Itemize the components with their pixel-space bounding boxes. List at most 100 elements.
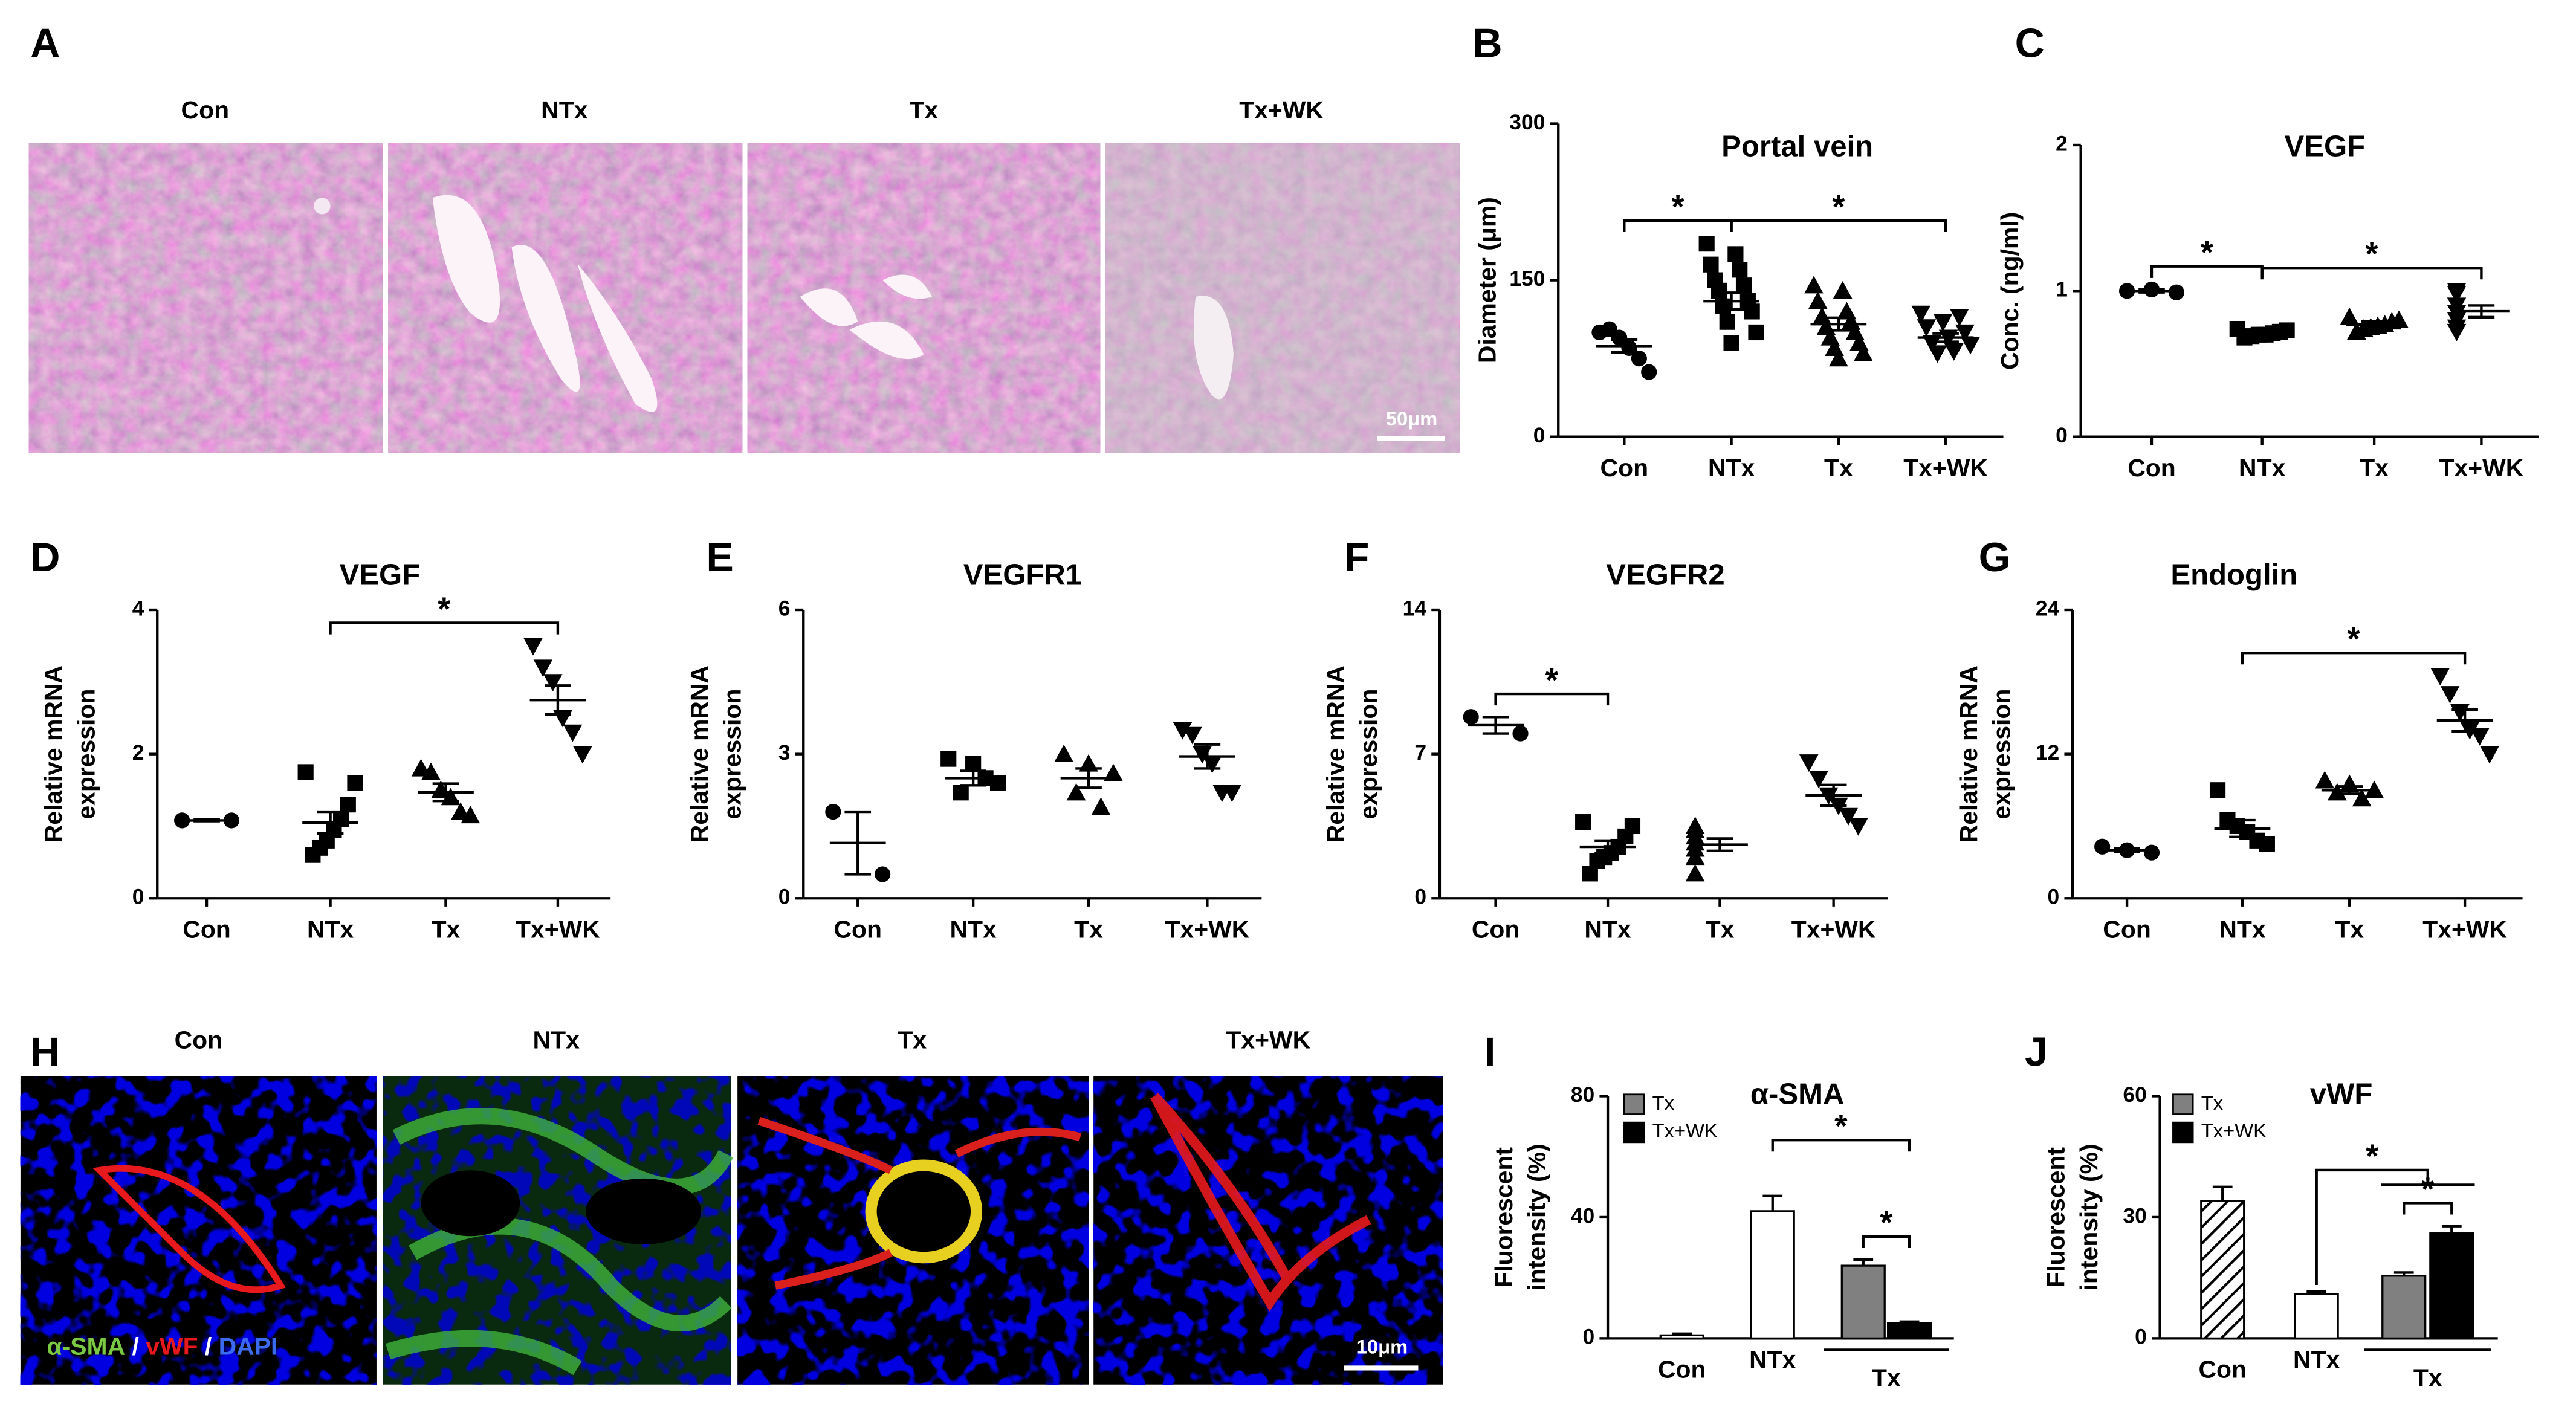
panel-letter: A bbox=[30, 20, 60, 66]
error-bar bbox=[960, 769, 986, 787]
y-axis-label: Fluorescent bbox=[2042, 1147, 2070, 1287]
data-point bbox=[573, 746, 592, 764]
error-bar bbox=[2114, 847, 2140, 853]
data-point bbox=[1829, 349, 1848, 367]
error-bar bbox=[1762, 1194, 1783, 1211]
data-point bbox=[1685, 847, 1705, 866]
data-point bbox=[297, 764, 314, 780]
data-point bbox=[1641, 364, 1657, 380]
error-bar bbox=[1594, 839, 1621, 855]
legend-label: Tx bbox=[1652, 1092, 1675, 1114]
data-point bbox=[2094, 838, 2111, 855]
dapi bbox=[1093, 1076, 1443, 1385]
micrograph-tint bbox=[1105, 143, 1460, 453]
data-point bbox=[1955, 324, 1975, 342]
panel-letter: H bbox=[30, 1029, 60, 1075]
data-point bbox=[2450, 704, 2470, 722]
y-tick-label: 0 bbox=[2135, 1325, 2147, 1349]
data-point bbox=[1173, 722, 1193, 740]
significance-label: * bbox=[2201, 234, 2214, 271]
y-tick-label: 0 bbox=[2056, 423, 2068, 447]
data-point bbox=[421, 762, 441, 780]
chart-title: α-SMA bbox=[1750, 1078, 1845, 1110]
y-tick-label: 4 bbox=[132, 596, 144, 620]
bar bbox=[1750, 1210, 1795, 1340]
vwf-stain bbox=[92, 1165, 286, 1293]
error-bar bbox=[2441, 1225, 2462, 1234]
y-tick-label: 14 bbox=[1403, 596, 1427, 620]
y-tick-label: 7 bbox=[1414, 740, 1426, 765]
micrograph bbox=[1104, 142, 1460, 455]
he-images: 50μm bbox=[28, 142, 1460, 455]
x-tick-label: Tx bbox=[2360, 454, 2389, 482]
x-tick-label: Con bbox=[2128, 454, 2176, 482]
data-point bbox=[1744, 303, 1760, 320]
y-axis-label: expression bbox=[1354, 689, 1382, 820]
x-tick-label: Tx bbox=[1074, 916, 1103, 943]
panel-letter: I bbox=[1484, 1029, 1496, 1075]
y-tick-label: 12 bbox=[2036, 740, 2059, 765]
x-tick-label: Tx+WK bbox=[2439, 454, 2524, 482]
x-tick-label: Tx bbox=[2335, 916, 2364, 943]
error-bar bbox=[193, 818, 220, 823]
data-point bbox=[825, 803, 841, 820]
error-bar bbox=[1718, 291, 1745, 311]
vessel bbox=[432, 195, 500, 323]
panel-letter: E bbox=[706, 534, 733, 580]
error-bar bbox=[1899, 1320, 1920, 1324]
data-point bbox=[875, 866, 891, 882]
data-point bbox=[347, 775, 363, 791]
vwf-stain bbox=[757, 1116, 1082, 1290]
significance-bracket bbox=[2260, 266, 2483, 280]
data-point bbox=[1222, 785, 1242, 803]
panel-letter: D bbox=[30, 534, 60, 580]
data-point bbox=[2340, 307, 2360, 325]
legend-label: Tx+WK bbox=[1652, 1119, 1718, 1142]
x-tick-label: Tx+WK bbox=[516, 916, 600, 943]
data-point bbox=[1066, 783, 1086, 801]
legend-swatch bbox=[2172, 1093, 2194, 1115]
y-axis-label: intensity (%) bbox=[1523, 1144, 1550, 1290]
error-bar bbox=[317, 810, 344, 835]
data-point bbox=[1183, 726, 1202, 745]
bar bbox=[2200, 1200, 2245, 1340]
x-tick-label: NTx bbox=[2239, 454, 2286, 482]
data-point bbox=[340, 797, 356, 813]
error-bar bbox=[2212, 1185, 2233, 1202]
chart-title: Endoglin bbox=[2170, 558, 2297, 591]
stain-label-part: DAPI bbox=[219, 1333, 278, 1361]
significance-label: * bbox=[1545, 661, 1559, 698]
significance-label: * bbox=[2366, 1137, 2379, 1174]
error-bar bbox=[1932, 332, 1959, 343]
y-axis-label: expression bbox=[1987, 689, 2015, 820]
significance-bracket bbox=[1494, 692, 1610, 706]
data-point bbox=[1698, 236, 1715, 252]
data-point bbox=[1727, 246, 1744, 262]
panel-letter: F bbox=[1344, 534, 1370, 580]
data-point bbox=[1685, 864, 1705, 882]
data-point bbox=[1735, 277, 1752, 294]
x-tick-label: NTx bbox=[1708, 454, 1755, 482]
error-bar bbox=[545, 684, 571, 716]
data-point bbox=[1054, 744, 1073, 762]
image-label: Tx bbox=[909, 96, 938, 124]
data-point bbox=[965, 756, 982, 772]
y-axis-label: expression bbox=[72, 689, 100, 820]
error-bar bbox=[1825, 316, 1852, 332]
data-point bbox=[1922, 335, 1942, 353]
y-tick-label: 40 bbox=[1571, 1203, 1594, 1228]
data-point bbox=[1808, 291, 1828, 309]
data-point bbox=[2209, 782, 2226, 798]
y-axis-label: Relative mRNA bbox=[39, 665, 67, 843]
group-label: Tx bbox=[1872, 1364, 1901, 1391]
data-point bbox=[1944, 343, 1964, 361]
y-tick-label: 0 bbox=[778, 885, 791, 909]
data-point bbox=[1748, 324, 1764, 341]
bar bbox=[1659, 1334, 1704, 1340]
y-tick-label: 30 bbox=[2123, 1203, 2146, 1228]
x-tick-label: Tx bbox=[432, 916, 461, 943]
data-point bbox=[2168, 284, 2184, 300]
data-point bbox=[1927, 345, 1947, 363]
y-tick-label: 150 bbox=[1509, 267, 1545, 291]
data-point bbox=[1833, 281, 1853, 299]
